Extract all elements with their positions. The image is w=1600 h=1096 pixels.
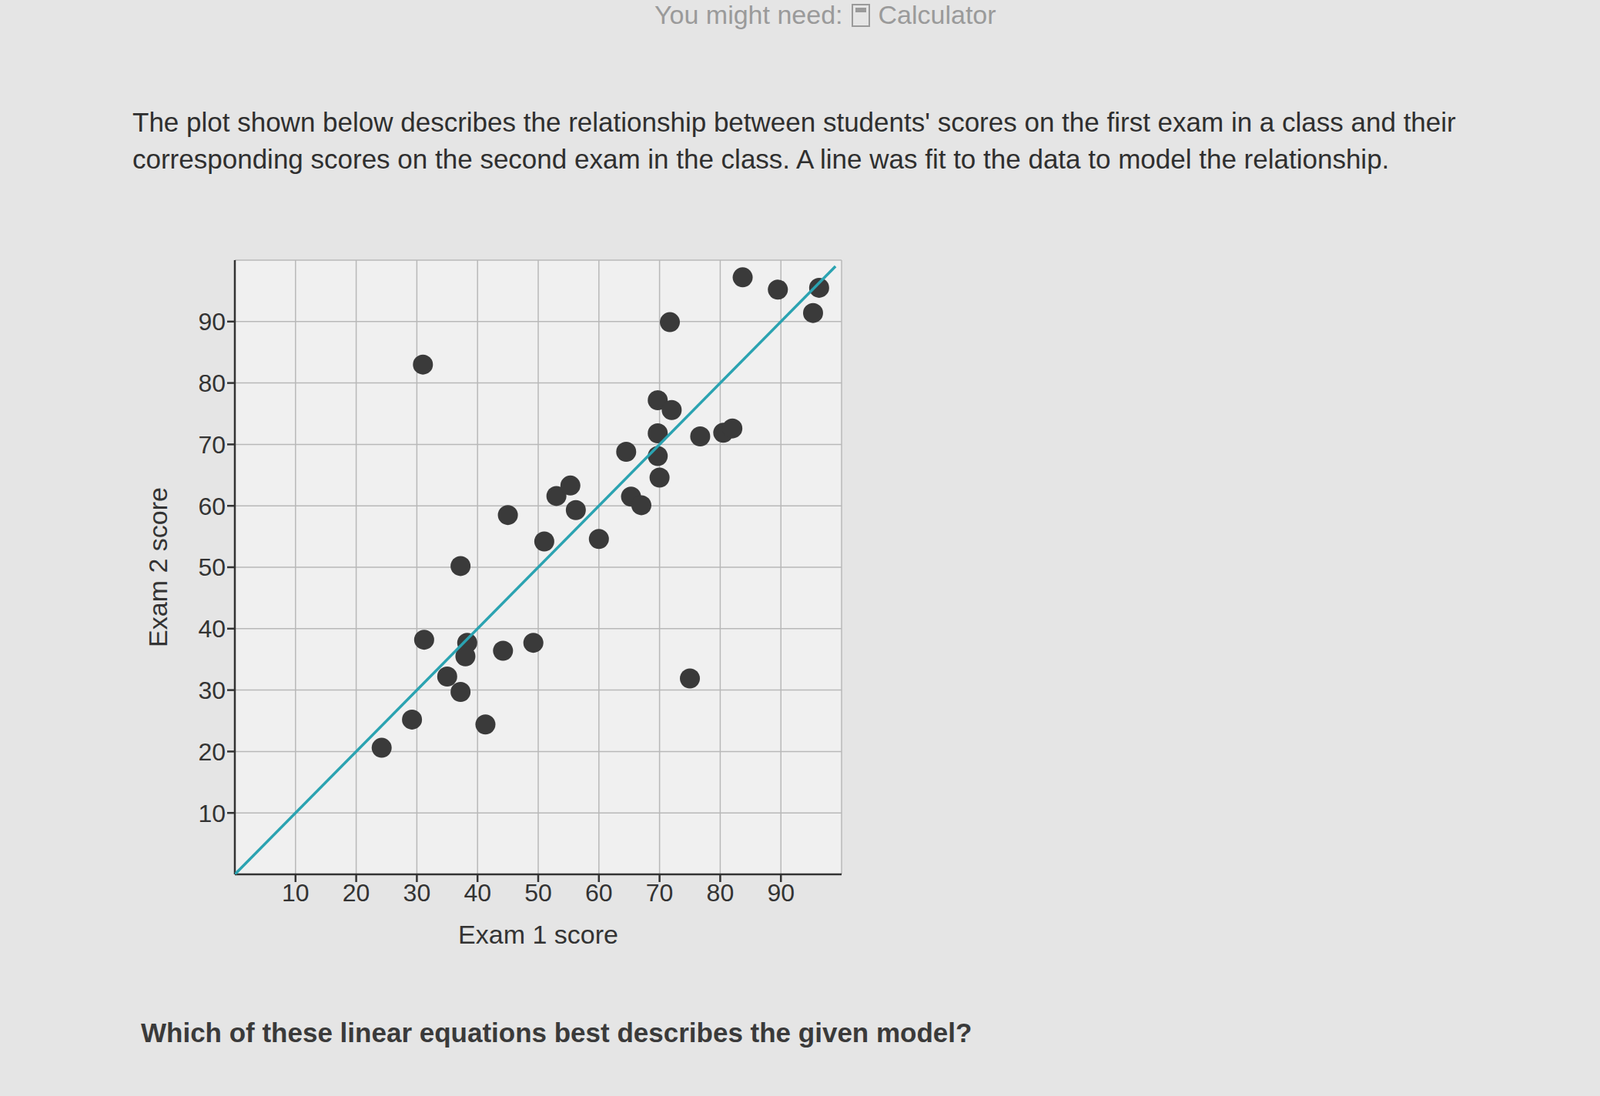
html-text:Which of these linear equation: Which of these linear equations best des…: [140, 1017, 973, 1048]
html-text:Calculator: Calculator: [878, 0, 997, 30]
svg-text:50: 50: [524, 879, 553, 908]
svg-text:30: 30: [197, 676, 226, 705]
svg-text:20: 20: [342, 879, 371, 908]
svg-text:60: 60: [585, 879, 613, 908]
svg-text:10: 10: [281, 879, 310, 908]
svg-text:90: 90: [197, 307, 226, 336]
svg-text:Exam 1 score: Exam 1 score: [458, 920, 619, 950]
svg-text:60: 60: [197, 492, 226, 521]
svg-text:20: 20: [197, 738, 226, 767]
svg-text:10: 10: [197, 800, 226, 828]
svg-text:30: 30: [403, 879, 432, 908]
svg-text:70: 70: [646, 879, 674, 908]
svg-text:70: 70: [197, 431, 226, 459]
svg-text:90: 90: [766, 879, 795, 908]
svg-text:50: 50: [197, 553, 226, 582]
html-text:The plot shown below describes: The plot shown below describes the relat…: [132, 107, 1456, 175]
svg-text:80: 80: [706, 879, 735, 908]
svg-text:40: 40: [197, 615, 226, 643]
svg-text:40: 40: [463, 879, 492, 908]
svg-text:Exam 2 score: Exam 2 score: [143, 487, 173, 648]
svg-text:80: 80: [197, 369, 226, 398]
html-text:You might need:: You might need:: [654, 0, 843, 30]
